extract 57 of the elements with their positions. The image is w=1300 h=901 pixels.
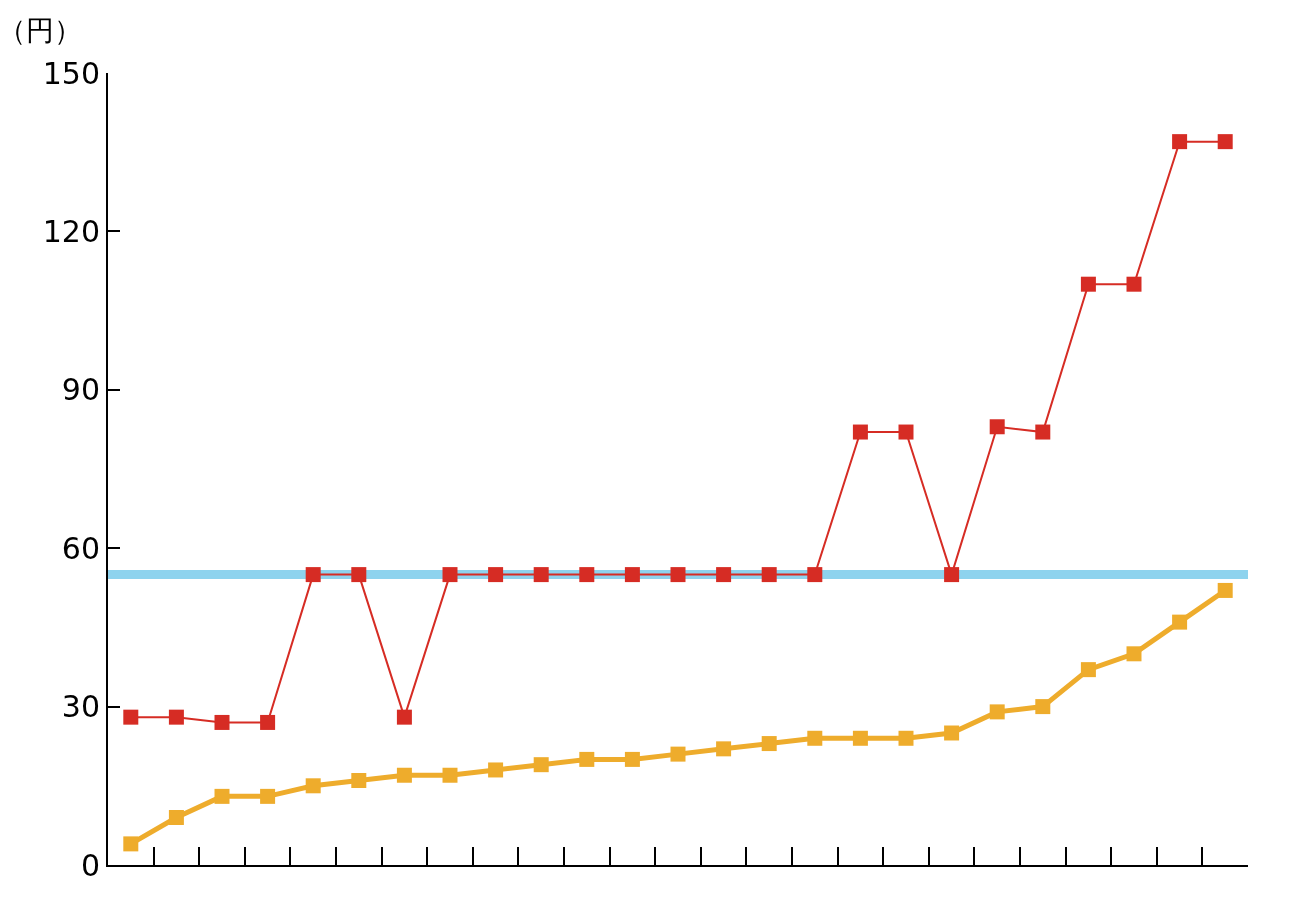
point bbox=[1217, 582, 1233, 598]
point bbox=[579, 751, 595, 767]
point bbox=[1035, 699, 1051, 715]
point bbox=[989, 419, 1005, 435]
point bbox=[168, 809, 184, 825]
point bbox=[579, 567, 595, 583]
point bbox=[351, 567, 367, 583]
point bbox=[351, 773, 367, 789]
y-tick-label: 0 bbox=[80, 847, 100, 883]
point bbox=[716, 567, 732, 583]
point bbox=[852, 424, 868, 440]
point bbox=[807, 567, 823, 583]
point bbox=[168, 709, 184, 725]
point bbox=[488, 567, 504, 583]
point bbox=[442, 567, 458, 583]
point bbox=[989, 704, 1005, 720]
point bbox=[944, 567, 960, 583]
y-tick-label: 30 bbox=[61, 689, 100, 725]
point bbox=[1080, 662, 1096, 678]
y-tick-label: 60 bbox=[61, 530, 100, 566]
point bbox=[533, 757, 549, 773]
point bbox=[442, 767, 458, 783]
point bbox=[624, 751, 640, 767]
point bbox=[670, 746, 686, 762]
point bbox=[533, 567, 549, 583]
point bbox=[1080, 276, 1096, 292]
point bbox=[305, 778, 321, 794]
point bbox=[898, 730, 914, 746]
point bbox=[1035, 424, 1051, 440]
point bbox=[670, 567, 686, 583]
point bbox=[396, 767, 412, 783]
point bbox=[214, 714, 230, 730]
point bbox=[944, 725, 960, 741]
point bbox=[123, 709, 139, 725]
point bbox=[716, 741, 732, 757]
point bbox=[214, 788, 230, 804]
point bbox=[624, 567, 640, 583]
point bbox=[852, 730, 868, 746]
point bbox=[305, 567, 321, 583]
point bbox=[488, 762, 504, 778]
y-axis-title: （円） bbox=[0, 14, 82, 47]
point bbox=[260, 788, 276, 804]
y-tick-label: 90 bbox=[61, 372, 100, 408]
y-tick-label: 120 bbox=[42, 213, 100, 249]
point bbox=[1126, 276, 1142, 292]
point bbox=[807, 730, 823, 746]
point bbox=[1172, 614, 1188, 630]
point bbox=[761, 736, 777, 752]
point bbox=[1217, 134, 1233, 150]
point bbox=[1172, 134, 1188, 150]
point bbox=[898, 424, 914, 440]
point bbox=[1126, 646, 1142, 662]
point bbox=[396, 709, 412, 725]
point bbox=[761, 567, 777, 583]
y-tick-label: 150 bbox=[42, 55, 100, 91]
point bbox=[260, 714, 276, 730]
point bbox=[123, 836, 139, 852]
